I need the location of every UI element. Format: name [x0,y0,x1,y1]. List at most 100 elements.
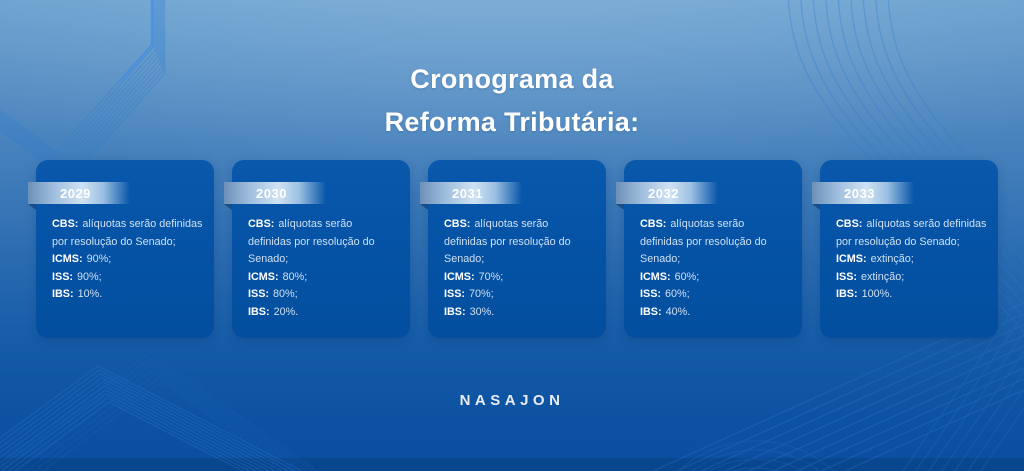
title-line-1: Cronograma da [410,64,614,95]
tax-label: CBS: [640,218,667,230]
tax-value: extinção; [861,270,905,283]
tax-label: ISS: [444,288,465,300]
year-card: 2031 CBS: alíquotas serão definidas por r… [420,160,606,338]
tax-value: alíquotas serão definidas [866,218,987,230]
cross-lines-bottom-left [0,351,373,471]
tax-line: ICMS: 70%; [444,269,596,287]
tax-label: CBS: [248,218,275,230]
tax-line: CBS: alíquotas serão [640,216,792,234]
tax-value: 90%; [77,270,102,283]
tax-label: ISS: [52,270,73,283]
year-ribbon: 2030 [224,182,328,210]
tax-line: CBS: alíquotas serão definidas [52,216,204,234]
tax-value: 30%. [469,305,495,318]
tax-label: CBS: [52,218,79,230]
tax-value: 10%. [77,288,103,300]
tax-line: definidas por resolução do [248,234,400,252]
year-ribbon: 2032 [616,182,720,210]
tax-value: extinção; [870,253,914,265]
tax-line: IBS: 100%. [836,286,988,304]
year-card: 2032 CBS: alíquotas serão definidas por r… [616,160,802,338]
tax-line: ICMS: 60%; [640,269,792,287]
nasajon-logo: NASAJON [459,392,565,409]
tax-value: 60%; [674,270,700,283]
tax-value: alíquotas serão [474,218,549,230]
tax-line: CBS: alíquotas serão definidas [836,216,988,234]
tax-value: 40%. [665,305,691,318]
bottom-accent-bar [0,458,1024,471]
tax-line: IBS: 30%. [444,304,596,322]
tax-label: IBS: [836,288,858,300]
card-body: CBS: alíquotas serão definidas por resolu… [232,160,410,321]
tax-line: CBS: alíquotas serão [248,216,400,234]
year-label: 2033 [844,185,875,201]
tax-label: IBS: [640,305,662,318]
tax-line: ICMS: extinção; [836,251,988,269]
tax-value: 100%. [861,288,893,300]
tax-label: ICMS: [444,270,475,283]
tax-label: IBS: [444,305,466,318]
tax-line: IBS: 10%. [52,286,204,304]
tax-value: 90%; [86,253,112,265]
tax-label: ISS: [640,288,661,300]
tax-value: alíquotas serão definidas [82,218,203,230]
tax-line: ICMS: 80%; [248,269,400,287]
tax-label: ICMS: [836,253,867,265]
tax-value: 20%. [273,305,299,318]
tax-line: por resolução do Senado; [836,234,988,252]
tax-value: 80%; [273,288,298,300]
tax-value: definidas por resolução do [640,235,767,248]
year-label: 2032 [648,185,679,201]
tax-line: ISS: 60%; [640,286,792,304]
tax-line: ISS: 80%; [248,286,400,304]
card-body: CBS: alíquotas serão definidas por resolu… [428,160,606,321]
peak-lines-bottom-left [0,365,312,471]
year-card: 2030 CBS: alíquotas serão definidas por r… [224,160,410,338]
tax-label: ICMS: [248,270,279,283]
tax-value: 70%; [478,270,504,283]
timeline-cards: 2029 CBS: alíquotas serão definidas por r… [28,160,998,338]
tax-value: 70%; [469,288,494,300]
tax-line: ISS: extinção; [836,269,988,287]
tax-label: ISS: [248,288,269,300]
tax-value: por resolução do Senado; [52,235,176,248]
year-ribbon: 2033 [812,182,916,210]
tax-value: alíquotas serão [670,218,745,230]
tax-label: IBS: [248,305,270,318]
tax-line: definidas por resolução do [444,234,596,252]
year-label: 2031 [452,185,483,201]
tax-line: Senado; [640,251,792,269]
tax-label: CBS: [444,218,471,230]
tax-value: 80%; [282,270,308,283]
tax-line: definidas por resolução do [640,234,792,252]
tax-value: 60%; [665,288,690,300]
year-ribbon: 2031 [420,182,524,210]
tax-line: Senado; [248,251,400,269]
tax-line: por resolução do Senado; [52,234,204,252]
tax-label: CBS: [836,218,863,230]
tax-value: Senado; [444,253,485,265]
year-ribbon: 2029 [28,182,132,210]
tax-label: ICMS: [640,270,671,283]
card-body: CBS: alíquotas serão definidas por resolu… [36,160,214,304]
tax-line: IBS: 20%. [248,304,400,322]
tax-value: por resolução do Senado; [836,235,960,248]
year-label: 2029 [60,185,91,201]
tax-value: definidas por resolução do [248,235,375,248]
tax-value: Senado; [640,253,681,265]
tax-value: Senado; [248,253,289,265]
tax-label: IBS: [52,288,74,300]
tax-line: Senado; [444,251,596,269]
tax-label: ISS: [836,270,857,283]
year-label: 2030 [256,185,287,201]
tax-line: ISS: 70%; [444,286,596,304]
tax-line: ISS: 90%; [52,269,204,287]
tax-line: ICMS: 90%; [52,251,204,269]
tax-value: definidas por resolução do [444,235,571,248]
page-title: Cronograma da Reforma Tributária: [0,58,1024,144]
tax-line: IBS: 40%. [640,304,792,322]
title-line-2: Reforma Tributária: [384,107,640,138]
tax-value: alíquotas serão [278,218,353,230]
year-card: 2029 CBS: alíquotas serão definidas por r… [28,160,214,338]
